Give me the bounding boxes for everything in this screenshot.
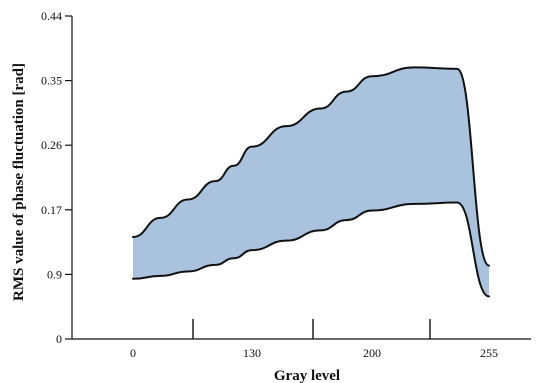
fluctuation-band-fill — [133, 67, 489, 297]
x-axis-tick-label: 200 — [363, 346, 381, 360]
y-axis-ticks: 0 0.9 0.17 0.26 0.35 0.44 — [41, 9, 72, 346]
y-axis-tick-label: 0.9 — [47, 267, 62, 281]
y-axis-title: RMS value of phase fluctuation [rad] — [11, 63, 27, 301]
y-axis-tick-label: 0.35 — [41, 74, 62, 88]
y-axis-tick-label: 0.44 — [41, 9, 62, 23]
x-axis-tick-label: 130 — [243, 346, 261, 360]
y-axis-tick-label: 0.17 — [41, 203, 62, 217]
upper-series-line — [132, 66, 490, 267]
x-axis-ticks: 0 130 200 255 — [130, 346, 498, 360]
x-axis-minor-ticks — [192, 319, 431, 339]
lower-series-line — [132, 201, 490, 298]
x-axis-tick-label: 255 — [480, 346, 498, 360]
y-axis-tick-label: 0.26 — [41, 138, 62, 152]
y-axis-tick-label: 0 — [56, 332, 62, 346]
x-axis-tick-label: 0 — [130, 346, 136, 360]
x-axis-title: Gray level — [274, 368, 340, 383]
